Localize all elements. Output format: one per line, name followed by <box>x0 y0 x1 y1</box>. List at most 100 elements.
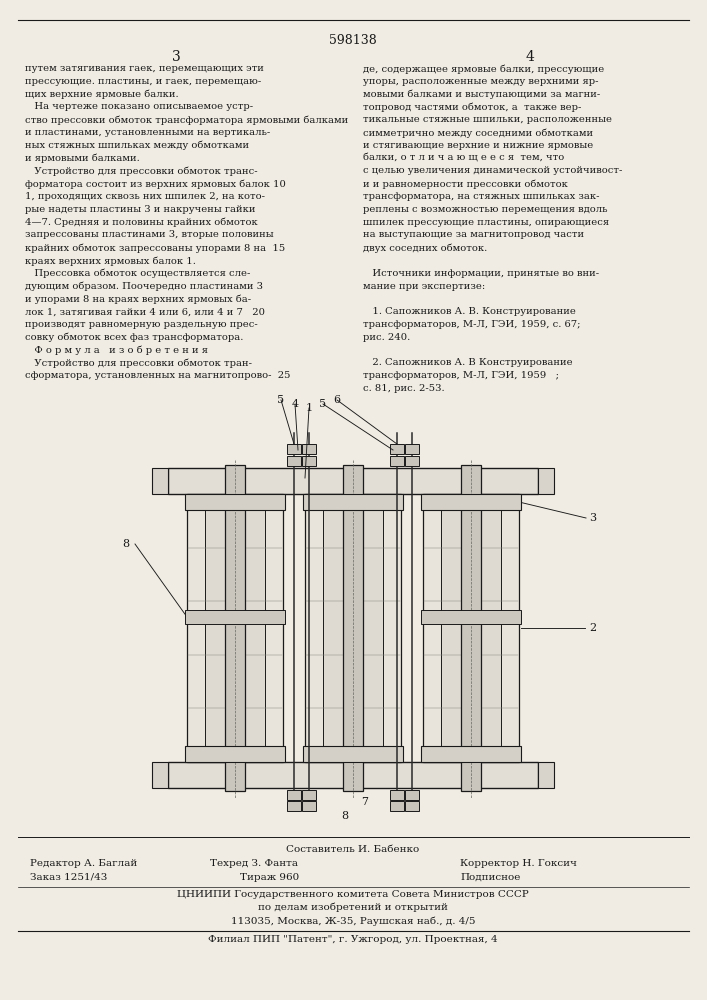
Bar <box>390 790 404 800</box>
Text: прессующие. пластины, и гаек, перемещаю-: прессующие. пластины, и гаек, перемещаю- <box>25 77 262 86</box>
Text: краях верхних ярмовых балок 1.: краях верхних ярмовых балок 1. <box>25 256 196 265</box>
Bar <box>205 494 265 762</box>
Text: рис. 240.: рис. 240. <box>363 333 410 342</box>
Text: ЦНИИПИ Государственного комитета Совета Министров СССР: ЦНИИПИ Государственного комитета Совета … <box>177 890 529 899</box>
Text: трансформаторов, М-Л, ГЭИ, 1959, с. 67;: трансформаторов, М-Л, ГЭИ, 1959, с. 67; <box>363 320 580 329</box>
Bar <box>441 494 501 762</box>
Text: 113035, Москва, Ж-35, Раушская наб., д. 4/5: 113035, Москва, Ж-35, Раушская наб., д. … <box>230 916 475 926</box>
Bar <box>185 610 285 624</box>
Text: двух соседних обмоток.: двух соседних обмоток. <box>363 243 487 253</box>
Bar <box>303 494 403 510</box>
Bar <box>538 762 554 788</box>
Bar <box>287 790 301 800</box>
Bar <box>225 465 245 791</box>
Text: Техред З. Фанта: Техред З. Фанта <box>210 859 298 868</box>
Bar <box>305 494 401 762</box>
Bar <box>390 444 404 454</box>
Text: на выступающие за магнитопровод части: на выступающие за магнитопровод части <box>363 230 584 239</box>
Bar <box>152 762 168 788</box>
Bar <box>405 801 419 811</box>
Text: 1: 1 <box>305 403 312 413</box>
Text: по делам изобретений и открытий: по делам изобретений и открытий <box>258 903 448 912</box>
Text: Устройство для прессовки обмоток транс-: Устройство для прессовки обмоток транс- <box>25 166 257 176</box>
Text: мание при экспертизе:: мание при экспертизе: <box>363 282 485 291</box>
Text: и стягивающие верхние и нижние ярмовые: и стягивающие верхние и нижние ярмовые <box>363 141 593 150</box>
Text: производят равномерную раздельную прес-: производят равномерную раздельную прес- <box>25 320 258 329</box>
Text: Филиал ПИП "Патент", г. Ужгород, ул. Проектная, 4: Филиал ПИП "Патент", г. Ужгород, ул. Про… <box>208 935 498 944</box>
Bar <box>302 456 316 466</box>
Text: Редактор А. Баглай: Редактор А. Баглай <box>30 859 137 868</box>
Text: 6: 6 <box>334 395 341 405</box>
Text: ство прессовки обмоток трансформатора ярмовыми балками: ство прессовки обмоток трансформатора яр… <box>25 115 349 125</box>
Bar <box>421 610 521 624</box>
Text: дующим образом. Поочередно пластинами 3: дующим образом. Поочередно пластинами 3 <box>25 282 263 291</box>
Text: крайних обмоток запрессованы упорами 8 на  15: крайних обмоток запрессованы упорами 8 н… <box>25 243 285 253</box>
Text: трансформатора, на стяжных шпильках зак-: трансформатора, на стяжных шпильках зак- <box>363 192 600 201</box>
Text: симметрично между соседними обмотками: симметрично между соседними обмотками <box>363 128 593 137</box>
Bar <box>405 790 419 800</box>
Text: Составитель И. Бабенко: Составитель И. Бабенко <box>286 845 420 854</box>
Text: путем затягивания гаек, перемещающих эти: путем затягивания гаек, перемещающих эти <box>25 64 264 73</box>
Bar <box>185 494 285 510</box>
Bar <box>302 790 316 800</box>
Text: 3: 3 <box>590 513 597 523</box>
Text: ных стяжных шпильках между обмотками: ных стяжных шпильках между обмотками <box>25 141 249 150</box>
Bar <box>168 468 538 494</box>
Text: 2. Сапожников А. В Конструирование: 2. Сапожников А. В Конструирование <box>363 358 573 367</box>
Text: трансформаторов, М-Л, ГЭИ, 1959   ;: трансформаторов, М-Л, ГЭИ, 1959 ; <box>363 371 559 380</box>
Bar <box>390 801 404 811</box>
Text: лок 1, затягивая гайки 4 или 6, или 4 и 7   20: лок 1, затягивая гайки 4 или 6, или 4 и … <box>25 307 265 316</box>
Text: 4: 4 <box>525 50 534 64</box>
Text: топровод частями обмоток, а  также вер-: топровод частями обмоток, а также вер- <box>363 102 581 112</box>
Text: сформатора, установленных на магнитопрово-  25: сформатора, установленных на магнитопров… <box>25 371 291 380</box>
Text: 3: 3 <box>172 50 180 64</box>
Text: 8: 8 <box>122 539 129 549</box>
Text: 2: 2 <box>590 623 597 633</box>
Text: форматора состоит из верхних ярмовых балок 10: форматора состоит из верхних ярмовых бал… <box>25 179 286 189</box>
Text: Устройство для прессовки обмоток тран-: Устройство для прессовки обмоток тран- <box>25 358 252 368</box>
Bar <box>185 746 285 762</box>
Text: Ф о р м у л а   и з о б р е т е н и я: Ф о р м у л а и з о б р е т е н и я <box>25 346 208 355</box>
Text: 4: 4 <box>291 399 298 409</box>
Bar <box>421 746 521 762</box>
Text: мовыми балками и выступающими за магни-: мовыми балками и выступающими за магни- <box>363 90 600 99</box>
Bar <box>421 494 521 510</box>
Bar <box>538 468 554 494</box>
Text: Прессовка обмоток осуществляется сле-: Прессовка обмоток осуществляется сле- <box>25 269 250 278</box>
Text: тикальные стяжные шпильки, расположенные: тикальные стяжные шпильки, расположенные <box>363 115 612 124</box>
Text: Заказ 1251/43: Заказ 1251/43 <box>30 873 107 882</box>
Text: Подписное: Подписное <box>460 873 520 882</box>
Text: 8: 8 <box>341 811 349 821</box>
Text: де, содержащее ярмовые балки, прессующие: де, содержащее ярмовые балки, прессующие <box>363 64 604 74</box>
Text: с. 81, рис. 2-53.: с. 81, рис. 2-53. <box>363 384 445 393</box>
Text: 4—7. Средняя и половины крайних обмоток: 4—7. Средняя и половины крайних обмоток <box>25 218 258 227</box>
Text: 598138: 598138 <box>329 34 377 47</box>
Bar <box>152 468 168 494</box>
Text: реплены с возможностью перемещения вдоль: реплены с возможностью перемещения вдоль <box>363 205 607 214</box>
Text: 7: 7 <box>361 797 368 807</box>
Bar <box>423 494 519 762</box>
Text: 1. Сапожников А. В. Конструирование: 1. Сапожников А. В. Конструирование <box>363 307 576 316</box>
Bar <box>343 465 363 791</box>
Text: и ярмовыми балками.: и ярмовыми балками. <box>25 154 140 163</box>
Text: Тираж 960: Тираж 960 <box>240 873 299 882</box>
Bar <box>168 762 538 788</box>
Text: упоры, расположенные между верхними яр-: упоры, расположенные между верхними яр- <box>363 77 599 86</box>
Bar <box>302 444 316 454</box>
Text: и пластинами, установленными на вертикаль-: и пластинами, установленными на вертикал… <box>25 128 270 137</box>
Text: и и равномерности прессовки обмоток: и и равномерности прессовки обмоток <box>363 179 568 189</box>
Bar <box>287 801 301 811</box>
Text: балки, о т л и ч а ю щ е е с я  тем, что: балки, о т л и ч а ю щ е е с я тем, что <box>363 154 564 163</box>
Bar <box>405 456 419 466</box>
Text: щих верхние ярмовые балки.: щих верхние ярмовые балки. <box>25 90 179 99</box>
Bar <box>287 444 301 454</box>
Bar <box>461 465 481 791</box>
Text: 5: 5 <box>320 399 327 409</box>
Bar <box>287 456 301 466</box>
Text: Корректор Н. Гоксич: Корректор Н. Гоксич <box>460 859 577 868</box>
Text: Источники информации, принятые во вни-: Источники информации, принятые во вни- <box>363 269 599 278</box>
Bar <box>405 444 419 454</box>
Bar <box>303 746 403 762</box>
Bar <box>323 494 383 762</box>
Text: совку обмоток всех фаз трансформатора.: совку обмоток всех фаз трансформатора. <box>25 333 243 342</box>
